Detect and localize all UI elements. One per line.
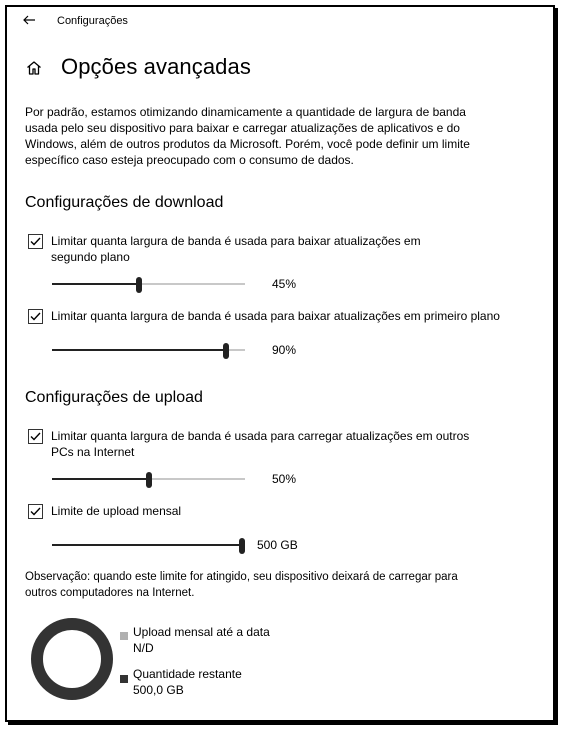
- upload-internet-slider[interactable]: [52, 472, 245, 488]
- remaining-legend-swatch: [120, 675, 128, 683]
- checkmark-icon: [30, 507, 41, 516]
- checkmark-icon: [30, 237, 41, 246]
- donut-remaining-ring: [31, 618, 113, 700]
- slider-thumb[interactable]: [145, 472, 152, 488]
- page-description: Por padrão, estamos otimizando dinamicam…: [25, 105, 470, 167]
- home-icon: [25, 59, 43, 77]
- checkmark-icon: [30, 312, 41, 321]
- slider-fill: [52, 544, 242, 546]
- checkmark-icon: [30, 432, 41, 441]
- download-background-value: 45%: [272, 277, 297, 291]
- remaining-legend-label: Quantidade restante: [133, 667, 242, 681]
- upload-internet-checkbox[interactable]: [28, 429, 43, 444]
- slider-fill: [52, 283, 139, 285]
- page-title: Opções avançadas: [61, 54, 251, 79]
- download-background-checkbox[interactable]: [28, 234, 43, 249]
- upload-monthly-slider[interactable]: [52, 538, 245, 554]
- remaining-legend-value: 500,0 GB: [133, 683, 184, 697]
- download-background-label: Limitar quanta largura de banda é usada …: [51, 234, 421, 264]
- download-foreground-label: Limitar quanta largura de banda é usada …: [51, 309, 500, 323]
- back-arrow-icon[interactable]: [21, 12, 37, 28]
- slider-thumb[interactable]: [239, 538, 245, 554]
- upload-internet-value: 50%: [272, 472, 297, 486]
- used-legend-value: N/D: [133, 641, 154, 655]
- slider-fill: [52, 349, 226, 351]
- download-heading: Configurações de download: [25, 194, 224, 211]
- slider-track: [52, 283, 245, 285]
- slider-fill: [52, 478, 149, 480]
- slider-thumb[interactable]: [222, 343, 229, 359]
- upload-internet-label: Limitar quanta largura de banda é usada …: [51, 429, 470, 459]
- settings-window: Configurações Opções avançadas Por padrã…: [5, 5, 555, 722]
- upload-limit-note: Observação: quando este limite for ating…: [25, 571, 458, 599]
- upload-monthly-checkbox[interactable]: [28, 504, 43, 519]
- usage-donut-chart: [30, 617, 114, 701]
- download-background-slider[interactable]: [52, 277, 245, 293]
- used-legend-swatch: [120, 632, 128, 640]
- upload-monthly-value: 500 GB: [257, 538, 298, 552]
- download-foreground-value: 90%: [272, 343, 297, 357]
- upload-monthly-label: Limite de upload mensal: [51, 504, 182, 518]
- download-foreground-slider[interactable]: [52, 343, 245, 359]
- used-legend-label: Upload mensal até a data: [133, 625, 270, 639]
- window-title: Configurações: [57, 15, 128, 27]
- upload-heading: Configurações de upload: [25, 389, 203, 406]
- download-foreground-checkbox[interactable]: [28, 309, 43, 324]
- slider-thumb[interactable]: [135, 277, 142, 293]
